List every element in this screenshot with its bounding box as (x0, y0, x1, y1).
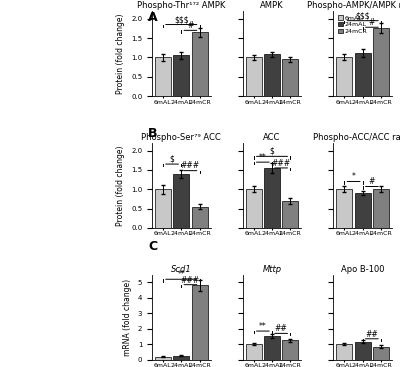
Text: C: C (148, 240, 157, 253)
Text: #: # (369, 177, 375, 186)
Bar (192, 32, 208, 96)
Text: A: A (148, 11, 158, 24)
Text: #: # (187, 21, 194, 30)
Bar (282, 59, 298, 96)
Text: **: ** (259, 153, 267, 162)
Title: Apo B-100: Apo B-100 (341, 265, 384, 274)
Legend: 6mAL, 24mAL, 24mCR: 6mAL, 24mAL, 24mCR (336, 14, 369, 35)
Bar (246, 344, 262, 360)
Bar (155, 57, 171, 96)
Text: #: # (369, 18, 375, 27)
Bar (192, 207, 208, 228)
Text: ###: ### (272, 159, 291, 168)
Bar (355, 193, 371, 228)
Bar (173, 55, 189, 96)
Bar (373, 28, 389, 96)
Bar (173, 356, 189, 360)
Bar (355, 53, 371, 96)
Text: ###: ### (181, 276, 200, 284)
Title: AMPK: AMPK (260, 1, 284, 10)
Bar (282, 340, 298, 360)
Text: ##: ## (366, 330, 378, 339)
Bar (155, 357, 171, 360)
Bar (373, 346, 389, 360)
Title: Phospho-ACC/ACC ratio: Phospho-ACC/ACC ratio (314, 133, 400, 142)
Bar (264, 336, 280, 360)
Bar (336, 189, 352, 228)
Text: $$$: $$$ (356, 11, 370, 20)
Bar (264, 168, 280, 228)
Bar (264, 54, 280, 96)
Bar (373, 189, 389, 228)
Text: $: $ (170, 155, 174, 164)
Title: ACC: ACC (263, 133, 281, 142)
Bar (192, 286, 208, 360)
Title: Scd1: Scd1 (171, 265, 192, 274)
Text: B: B (148, 127, 158, 139)
Text: **: ** (177, 270, 185, 279)
Text: $: $ (270, 147, 274, 156)
Text: ###: ### (181, 161, 200, 170)
Title: Mttp: Mttp (262, 265, 282, 274)
Bar (173, 174, 189, 228)
Bar (155, 189, 171, 228)
Bar (246, 57, 262, 96)
Text: $$$: $$$ (174, 15, 188, 24)
Text: **: ** (259, 322, 267, 331)
Title: Phospho-Ser⁷⁹ ACC: Phospho-Ser⁷⁹ ACC (141, 133, 221, 142)
Text: ##: ## (275, 324, 288, 333)
Title: Phospho-Thr¹⁷² AMPK: Phospho-Thr¹⁷² AMPK (137, 1, 226, 10)
Y-axis label: Protein (fold change): Protein (fold change) (116, 13, 126, 94)
Text: *: * (352, 172, 356, 181)
Bar (336, 344, 352, 360)
Title: Phospho-AMPK/AMPK ratio: Phospho-AMPK/AMPK ratio (307, 1, 400, 10)
Bar (282, 201, 298, 228)
Y-axis label: mRNA (fold change): mRNA (fold change) (123, 279, 132, 356)
Bar (355, 342, 371, 360)
Bar (246, 189, 262, 228)
Bar (336, 57, 352, 96)
Y-axis label: Protein (fold change): Protein (fold change) (116, 145, 126, 226)
